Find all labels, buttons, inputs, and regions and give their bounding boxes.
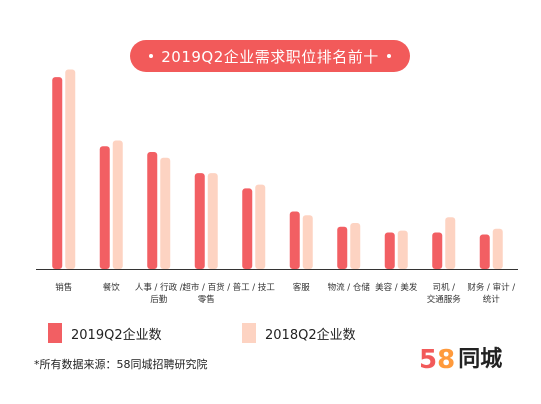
brand-logo-name: 同城: [458, 347, 503, 372]
bar-2018-0: [65, 69, 76, 269]
x-tick-label: 销售: [55, 282, 72, 293]
bar-2018-4: [255, 184, 266, 269]
chart-title-text: 2019Q2企业需求职位排名前十: [161, 47, 379, 66]
x-tick-label: 物流 / 仓储: [328, 282, 371, 293]
bar-2018-3: [207, 173, 218, 269]
bar-2019-2: [147, 151, 158, 269]
bar-2018-5: [302, 215, 313, 269]
bar-2018-7: [397, 230, 408, 269]
brand-logo: 5 8 同城: [419, 347, 502, 373]
x-tick-label: 超市 / 百货 /零售: [182, 282, 230, 305]
bar-2019-8: [432, 232, 443, 269]
bar-2019-7: [384, 232, 395, 269]
title-dot-left: [149, 54, 154, 58]
bar-2018-8: [445, 217, 456, 269]
x-tick-label: 财务 / 审计 /统计: [467, 282, 515, 305]
x-tick-label: 人事 / 行政 /后勤: [135, 282, 183, 305]
bar-2019-5: [289, 211, 300, 269]
bar-2018-2: [160, 157, 171, 269]
chart-title: 2019Q2企业需求职位排名前十: [130, 40, 410, 72]
x-tick-label: 普工 / 技工: [233, 282, 276, 293]
bar-2019-1: [99, 146, 110, 269]
brand-logo-digit-5: 5: [419, 345, 438, 375]
legend-label-2018: 2018Q2企业数: [265, 327, 356, 343]
title-dot-right: [386, 54, 391, 58]
legend-label-2019: 2019Q2企业数: [71, 327, 162, 343]
legend-item-2019: 2019Q2企业数: [48, 323, 162, 343]
bar-2019-6: [337, 226, 348, 269]
legend-swatch-2018: [242, 323, 256, 343]
bar-2018-1: [112, 140, 123, 269]
x-tick-label: 餐饮: [103, 282, 121, 293]
bar-2019-0: [52, 77, 63, 269]
bar-2019-3: [194, 173, 205, 269]
bar-2019-9: [479, 234, 490, 269]
x-tick-label: 司机 /交通服务: [427, 282, 462, 305]
bar-2018-9: [492, 228, 503, 269]
data-source-note: *所有数据来源：58同城招聘研究院: [34, 358, 208, 371]
legend-swatch-2019: [48, 323, 62, 343]
legend-item-2018: 2018Q2企业数: [242, 323, 356, 343]
brand-logo-digit-8: 8: [437, 345, 456, 375]
x-tick-label: 美容 / 美发: [375, 282, 418, 293]
bar-2019-4: [242, 188, 253, 269]
x-tick-label: 客服: [293, 282, 311, 293]
bar-2018-6: [350, 222, 361, 269]
